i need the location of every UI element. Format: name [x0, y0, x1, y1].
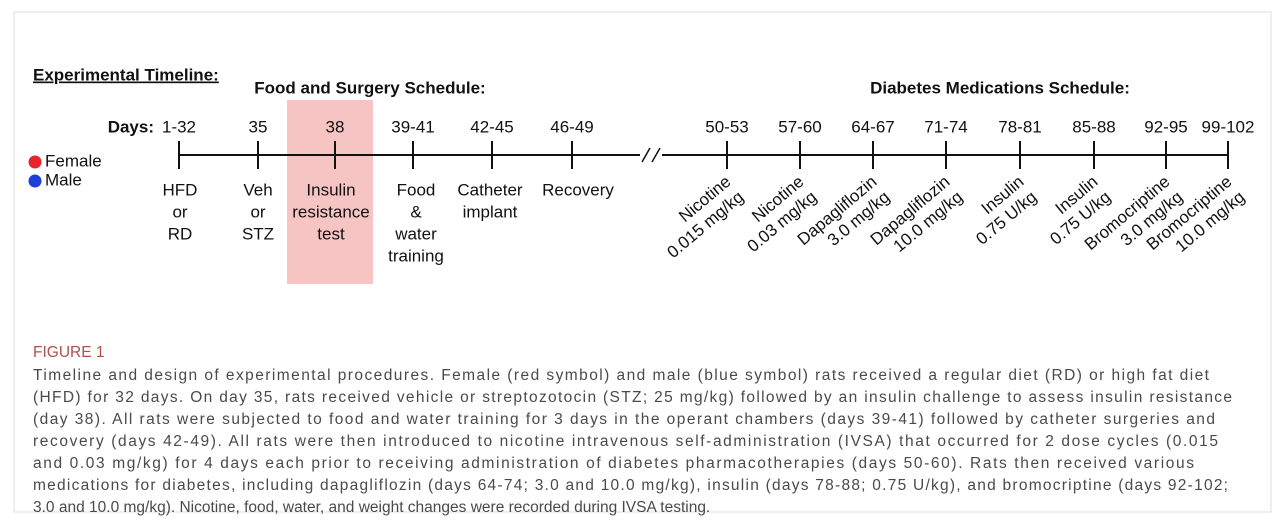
axis-break: [641, 147, 651, 163]
day-label: 38: [326, 117, 345, 136]
caption-line: medications for diabetes, including dapa…: [33, 477, 1228, 494]
day-label: 64-67: [851, 117, 894, 136]
caption-line: (HFD) for 32 days. On day 35, rats recei…: [33, 389, 1232, 406]
caption-line: recovery (days 42-49). All rats were the…: [33, 433, 1218, 450]
day-label: 42-45: [470, 117, 513, 136]
axis-break: [651, 147, 661, 163]
caption-label: FIGURE 1: [33, 344, 104, 361]
legend-symbol: [28, 155, 42, 169]
step-label: or: [250, 202, 265, 221]
step-label: &: [410, 202, 422, 221]
caption-line: 3.0 and 10.0 mg/kg). Nicotine, food, wat…: [33, 499, 710, 516]
caption-line: (day 38). All rats were subjected to foo…: [33, 411, 1215, 428]
day-label: 50-53: [705, 117, 748, 136]
step-label: test: [317, 224, 345, 243]
caption-line: and 0.03 mg/kg) for 4 days each prior to…: [33, 455, 1194, 472]
step-label: Food: [397, 180, 436, 199]
day-label: 39-41: [391, 117, 434, 136]
step-label: Insulin: [306, 180, 355, 199]
step-label: resistance: [292, 202, 369, 221]
figure-heading: Experimental Timeline:: [33, 65, 219, 84]
panel-border: [13, 11, 1272, 513]
step-label: water: [394, 224, 437, 243]
step-label: STZ: [242, 224, 274, 243]
day-label: 78-81: [998, 117, 1041, 136]
day-label: 71-74: [924, 117, 967, 136]
step-label: training: [388, 246, 444, 265]
day-label: 85-88: [1072, 117, 1115, 136]
step-label: or: [172, 202, 187, 221]
section-title: Diabetes Medications Schedule:: [870, 78, 1130, 97]
day-label: 57-60: [778, 117, 821, 136]
section-title: Food and Surgery Schedule:: [254, 78, 485, 97]
step-label: RD: [168, 224, 193, 243]
day-label: 1-32: [162, 117, 196, 136]
legend-label: Male: [45, 170, 82, 189]
step-label: HFD: [163, 180, 198, 199]
legend-label: Female: [45, 151, 102, 170]
day-label: 92-95: [1144, 117, 1187, 136]
day-label: 35: [249, 117, 268, 136]
day-label: 46-49: [550, 117, 593, 136]
day-label: 99-102: [1202, 117, 1255, 136]
days-label: Days:: [108, 117, 154, 136]
caption-line: Timeline and design of experimental proc…: [33, 367, 1210, 384]
step-label: Catheter: [457, 180, 523, 199]
highlight: [287, 100, 373, 284]
legend-symbol: [28, 174, 42, 188]
step-label: Veh: [243, 180, 272, 199]
step-label: implant: [463, 202, 518, 221]
step-label: Recovery: [542, 180, 614, 199]
